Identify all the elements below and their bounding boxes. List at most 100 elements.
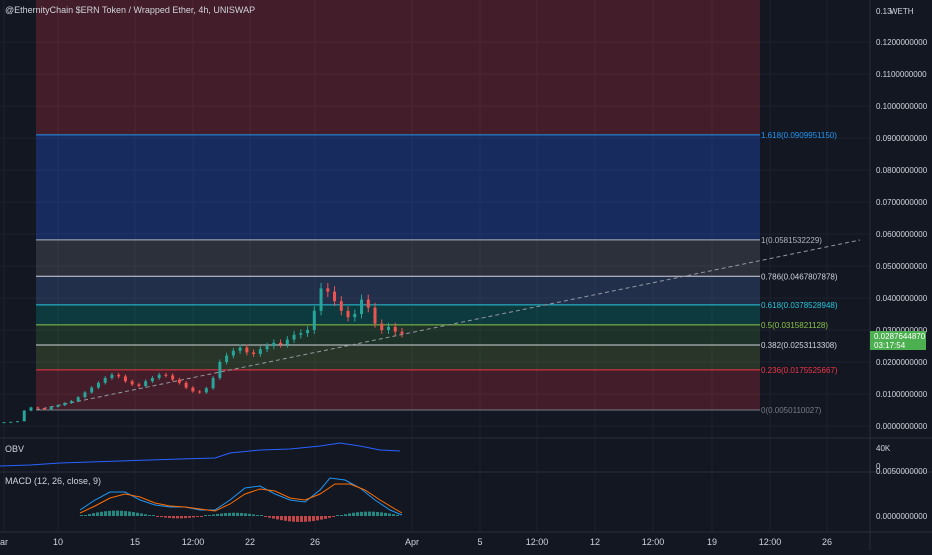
- macd-hist-bar: [288, 516, 291, 522]
- candle-body: [231, 350, 235, 356]
- macd-hist-bar: [388, 513, 391, 516]
- time-axis[interactable]: ar 10 15 12:00 22 26 Apr 5 12:00 12 12:00 19 12:00 26: [0, 537, 832, 547]
- candle-body: [380, 323, 384, 330]
- time-axis-label: 12:00: [759, 537, 782, 547]
- time-axis-label: Apr: [405, 537, 419, 547]
- fib-zone-0.618-0.786: [36, 276, 760, 305]
- candle-body: [29, 407, 33, 411]
- macd-hist-bar: [232, 512, 235, 516]
- macd-hist-bar: [268, 516, 271, 518]
- fib-lines: [36, 134, 760, 411]
- quote-badge[interactable]: WETH: [890, 7, 914, 16]
- macd-hist-bar: [200, 516, 203, 517]
- macd-hist-bar: [360, 511, 363, 516]
- macd-hist-bar: [300, 516, 303, 522]
- fib-label-0.382: 0.382(0.0253113308): [761, 341, 837, 350]
- macd-hist-bar: [136, 512, 139, 516]
- macd-hist-bar: [308, 516, 311, 522]
- macd-hist-bar: [364, 511, 367, 516]
- candle-body: [49, 406, 53, 410]
- candle-body: [211, 378, 215, 389]
- macd-title: MACD (12, 26, close, 9): [5, 476, 101, 486]
- macd-hist-bar: [380, 512, 383, 516]
- candle-body: [2, 422, 6, 424]
- candle-body: [96, 382, 100, 388]
- macd-hist-bar: [140, 513, 143, 516]
- macd-hist-bar: [304, 516, 307, 522]
- candle-body: [130, 381, 134, 385]
- candle-body: [393, 326, 397, 332]
- candle-body: [353, 314, 357, 318]
- macd-hist-bar: [184, 516, 187, 519]
- price-axis-label: 0.0600000000: [876, 230, 928, 239]
- candle-body: [333, 291, 337, 302]
- horizontal-grid: [0, 41, 870, 427]
- candle-body: [265, 346, 269, 350]
- macd-hist-bar: [180, 516, 183, 519]
- macd-hist-bar: [120, 510, 123, 516]
- price-axis-label: 0.0900000000: [876, 134, 928, 143]
- macd-hist-bar: [148, 515, 151, 516]
- price-axis[interactable]: 0.1200000000 0.1100000000 0.1000000000 0.09…: [876, 38, 928, 431]
- fib-zone-0.786-1: [36, 239, 760, 277]
- macd-hist-bar: [328, 516, 331, 518]
- macd-hist-bar: [172, 516, 175, 519]
- price-axis-label: 0.1100000000: [876, 70, 927, 79]
- macd-hist-bar: [240, 512, 243, 516]
- macd-hist-bar: [272, 516, 275, 519]
- macd-hist-bar: [212, 514, 215, 516]
- candle-body: [177, 379, 181, 383]
- macd-hist-bar: [260, 515, 263, 516]
- fib-label-0.618: 0.618(0.0378528948): [761, 301, 838, 310]
- candle-body: [218, 362, 222, 378]
- candle-body: [238, 347, 242, 351]
- macd-signal-line: [79, 483, 403, 514]
- candle-body: [319, 288, 323, 311]
- macd-hist-bar: [236, 512, 239, 516]
- candle-body: [299, 333, 303, 335]
- macd-hist-bar: [204, 515, 207, 516]
- candle-body: [387, 326, 391, 330]
- macd-hist-bar: [352, 512, 355, 516]
- macd-hist-bar: [284, 516, 287, 521]
- macd-hist-bar: [336, 515, 339, 516]
- time-axis-label: 26: [822, 537, 832, 547]
- macd-hist-bar: [124, 511, 127, 516]
- candle-body: [63, 402, 67, 406]
- candle-body: [306, 330, 310, 334]
- fib-label-1.618: 1.618(0.0909951150): [761, 131, 837, 140]
- price-axis-top-label: 0.13: [876, 7, 892, 16]
- macd-hist-bar: [208, 515, 211, 516]
- macd-hist-bar: [108, 510, 111, 516]
- candle-body: [292, 334, 296, 340]
- macd-hist-bar: [192, 516, 195, 518]
- candle-body: [117, 374, 121, 377]
- fib-trend-line[interactable]: [35, 239, 861, 411]
- macd-hist-bar: [104, 511, 107, 516]
- symbol-title[interactable]: @EthernityChain $ERN Token / Wrapped Eth…: [5, 5, 255, 15]
- fib-zone-0-0.236: [36, 369, 760, 410]
- candle-body: [164, 374, 168, 376]
- candle-body: [204, 388, 208, 393]
- macd-hist-bar: [256, 515, 259, 516]
- candle-body: [339, 301, 343, 311]
- candle-body: [312, 310, 316, 330]
- candle-body: [15, 421, 19, 423]
- candle-body: [144, 381, 148, 386]
- candle-body: [366, 299, 370, 308]
- macd-hist-bar: [276, 516, 279, 520]
- candle-body: [285, 339, 289, 345]
- time-axis-label: 10: [53, 537, 63, 547]
- candle-body: [9, 421, 13, 423]
- fib-label-0.5: 0.5(0.0315821128): [761, 321, 828, 330]
- macd-hist-bar: [116, 510, 119, 516]
- macd-hist-bar: [132, 512, 135, 516]
- price-axis-label: 0.0000000000: [876, 422, 928, 431]
- time-axis-label: 12:00: [642, 537, 665, 547]
- candles: [2, 282, 404, 424]
- macd-hist-bar: [252, 514, 255, 516]
- macd-histogram: [80, 510, 399, 522]
- macd-hist-bar: [344, 514, 347, 516]
